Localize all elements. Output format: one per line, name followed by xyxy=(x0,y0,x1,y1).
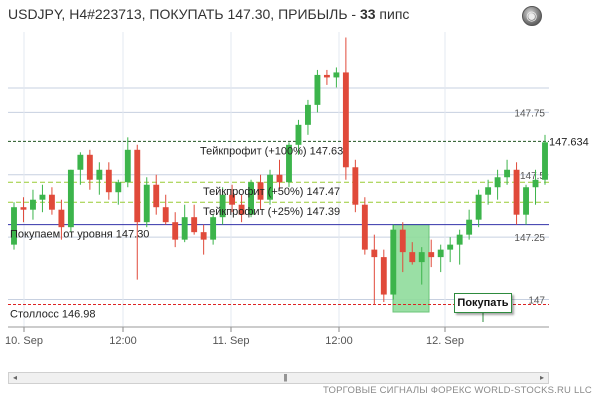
buy-zone xyxy=(392,224,430,313)
profit-value: 33 xyxy=(359,6,376,22)
price-tick-label: 147.75 xyxy=(514,108,545,119)
candle-body xyxy=(124,149,131,183)
candle-body xyxy=(494,177,501,188)
scrollbar-thumb[interactable]: ||| xyxy=(283,373,287,382)
candle-body xyxy=(39,194,46,200)
candle-body xyxy=(323,74,330,78)
candle-body xyxy=(172,222,179,240)
time-tick-label: 10. Sep xyxy=(5,335,43,347)
candle-body xyxy=(67,169,74,228)
chart-scrollbar[interactable]: ◂ ||| ▸ xyxy=(8,372,549,384)
price-tick-label: 147.5 xyxy=(520,171,545,182)
candle-body xyxy=(267,174,273,200)
time-tick-label: 12:00 xyxy=(325,335,353,347)
candle-body xyxy=(219,194,226,218)
level-label-tp-25: Тейкпрофит (+25%) 147.39 xyxy=(203,206,340,218)
candle-body xyxy=(134,149,141,223)
candle-body xyxy=(276,174,283,183)
candle-body xyxy=(418,252,425,263)
candle-body xyxy=(238,204,245,215)
candle-body xyxy=(257,182,264,200)
candle-body xyxy=(191,217,198,233)
price-tick-label: 147 xyxy=(528,296,545,307)
level-label-entry: Покупаем от уровня 147.30 xyxy=(10,229,149,241)
candle-body xyxy=(352,167,359,205)
candle-body xyxy=(248,182,254,215)
candle-body xyxy=(48,194,55,210)
candle-body xyxy=(447,244,454,250)
price-tick-label: 147.25 xyxy=(514,233,545,244)
scroll-right-arrow-icon[interactable]: ▸ xyxy=(539,373,544,382)
candle-body xyxy=(162,207,169,223)
candle-body xyxy=(437,249,444,258)
candle-body xyxy=(466,219,473,235)
candle-body xyxy=(11,207,17,245)
candle-body xyxy=(286,144,292,183)
candle-body xyxy=(30,199,36,210)
candle-body xyxy=(485,187,492,195)
level-label-tp-100: Тейкпрофит (+100%) 147.63 xyxy=(200,145,343,157)
candle-body xyxy=(143,184,150,223)
candle-body xyxy=(361,204,368,250)
candle-body xyxy=(399,229,406,253)
level-label-tp-50: Тейкпрофит (+50%) 147.47 xyxy=(203,186,340,198)
candle-body xyxy=(504,169,511,178)
candle-body xyxy=(305,104,311,125)
buy-signal-button[interactable]: Покупать xyxy=(454,293,512,313)
pair-info: USDJPY, H4#223713, ПОКУПАТЬ 147.30, ПРИБ… xyxy=(8,6,360,22)
candle-body xyxy=(295,124,302,145)
candle-body xyxy=(20,207,27,210)
profit-unit: пипс xyxy=(375,6,410,22)
candle-body xyxy=(96,169,103,180)
candle-body xyxy=(371,249,378,258)
candle-body xyxy=(229,194,236,205)
current-price-label: 147.634 xyxy=(549,136,589,148)
candle-body xyxy=(380,257,387,295)
chart-title: USDJPY, H4#223713, ПОКУПАТЬ 147.30, ПРИБ… xyxy=(8,6,409,22)
candle-body xyxy=(342,72,349,168)
candle-body xyxy=(200,232,207,240)
candle-body xyxy=(58,209,65,228)
candle-body xyxy=(115,182,122,193)
candle-body xyxy=(513,169,520,215)
candle-body xyxy=(153,184,160,208)
candle-body xyxy=(105,169,112,193)
candle-body xyxy=(428,252,435,258)
candle-body xyxy=(181,217,188,240)
candle-body xyxy=(523,187,529,215)
time-tick-label: 12. Sep xyxy=(426,335,464,347)
candle-body xyxy=(456,234,463,245)
candle-body xyxy=(210,217,217,240)
candle-body xyxy=(532,179,539,188)
footer-credit: ТОРГОВЫЕ СИГНАЛЫ ФОРЕКС WORLD-STOCKS.RU … xyxy=(322,385,592,396)
time-tick-label: 11. Sep xyxy=(212,335,249,347)
candle-body xyxy=(409,252,416,263)
candle-body xyxy=(314,74,321,105)
level-label-stop: Столлосс 146.98 xyxy=(10,309,96,321)
time-tick-label: 12:00 xyxy=(109,335,137,347)
candle-body xyxy=(475,194,482,220)
candle-body xyxy=(390,229,397,295)
scroll-left-arrow-icon[interactable]: ◂ xyxy=(12,373,17,382)
candle-body xyxy=(86,154,93,180)
candle-body xyxy=(333,72,340,78)
globe-icon[interactable]: ◉ xyxy=(522,6,542,26)
candle-body xyxy=(542,142,548,180)
candle-body xyxy=(77,154,84,170)
candlestick-chart: 147.75 147.5 147.25 147 10. Sep 12:00 11. Sep 1… xyxy=(5,30,589,347)
